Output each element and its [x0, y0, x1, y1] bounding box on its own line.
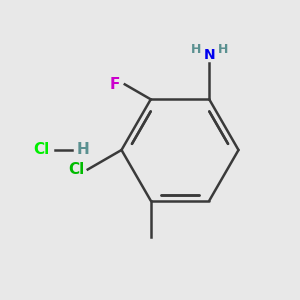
Text: N: N	[203, 48, 215, 62]
Text: H: H	[76, 142, 89, 158]
Text: Cl: Cl	[68, 162, 85, 177]
Text: F: F	[110, 77, 120, 92]
Text: Cl: Cl	[33, 142, 50, 158]
Text: H: H	[190, 43, 201, 56]
Text: H: H	[218, 43, 228, 56]
